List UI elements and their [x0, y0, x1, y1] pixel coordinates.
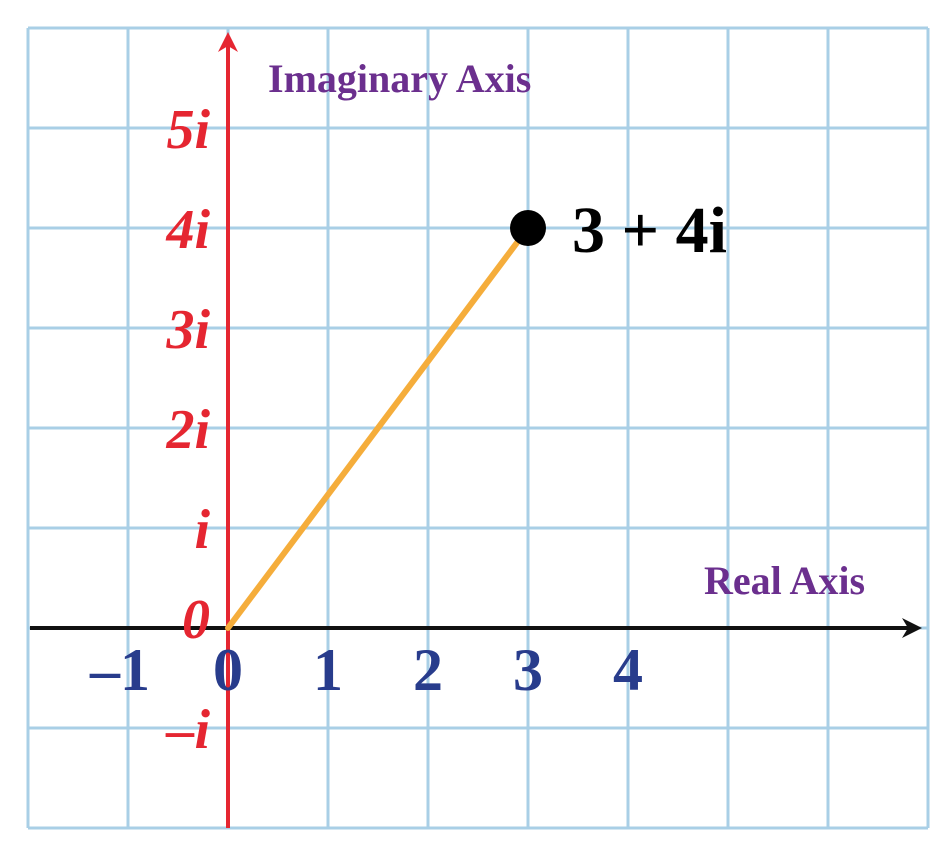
imaginary-tick-label: 0 [182, 589, 210, 651]
real-tick-label: 3 [513, 637, 543, 703]
complex-point [510, 210, 546, 246]
grid [26, 26, 930, 830]
imaginary-tick-label: –i [165, 699, 210, 761]
real-tick-label: –1 [89, 637, 150, 703]
imaginary-tick-label: 3i [165, 299, 210, 361]
real-tick-label: 2 [413, 637, 443, 703]
real-axis-title: Real Axis [704, 558, 865, 603]
imaginary-axis-title: Imaginary Axis [268, 56, 531, 101]
imaginary-tick-label: 5i [166, 99, 210, 161]
real-tick-label: 1 [313, 637, 343, 703]
real-tick-label: 4 [613, 637, 643, 703]
real-tick-label: 0 [213, 637, 243, 703]
imaginary-tick-label: 2i [165, 399, 210, 461]
imaginary-tick-label: 4i [165, 199, 210, 261]
real-axis-tick-labels: –1 0 1 2 3 4 [89, 637, 643, 703]
imaginary-axis-tick-labels: –i 0 i 2i 3i 4i 5i [165, 99, 210, 761]
complex-point-label: 3 + 4i [572, 194, 727, 267]
vector-segment [225, 225, 531, 631]
imaginary-tick-label: i [194, 499, 210, 561]
